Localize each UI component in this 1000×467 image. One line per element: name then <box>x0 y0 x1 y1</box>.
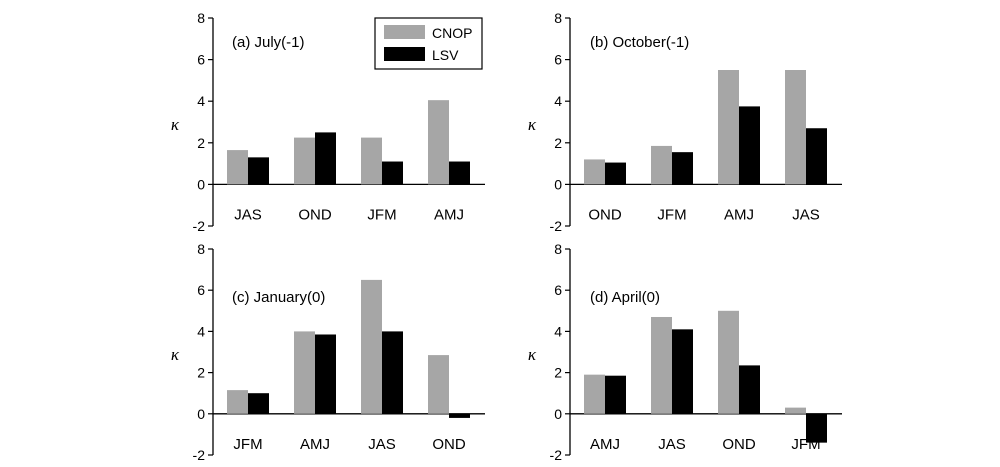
legend-swatch-cnop <box>384 25 425 39</box>
bar-lsv-jfm <box>806 413 827 443</box>
panel-b: -2 0 2 4 6 8 κ (b) October(-1) OND JFM AMJ JAS <box>528 10 842 234</box>
bar-lsv-jfm <box>672 152 693 185</box>
category-label: AMJ <box>300 436 330 453</box>
y-tick-label: 0 <box>554 176 562 192</box>
panel-title: (d) April(0) <box>590 289 660 306</box>
category-label: OND <box>588 206 622 223</box>
bar-lsv-jas <box>382 331 403 414</box>
bar-lsv-jas <box>672 329 693 414</box>
legend: CNOP LSV <box>374 17 483 70</box>
y-tick-label: 0 <box>197 406 205 422</box>
bar-lsv-jfm <box>248 393 269 414</box>
y-tick-label: -2 <box>550 218 563 234</box>
bar-lsv-amj <box>605 375 626 414</box>
bar-cnop-jfm <box>785 407 806 414</box>
y-tick-label: 8 <box>197 241 205 257</box>
y-tick-label: 4 <box>554 323 562 339</box>
bar-lsv-ond <box>739 365 760 414</box>
category-label: OND <box>432 436 466 453</box>
legend-swatch-lsv <box>384 47 425 61</box>
bar-cnop-jas <box>651 316 672 414</box>
y-tick-label: 6 <box>197 52 205 68</box>
bar-cnop-ond <box>428 355 449 414</box>
category-label: OND <box>722 436 756 453</box>
y-tick-label: 8 <box>197 10 205 26</box>
panel-d: -2 0 2 4 6 8 κ (d) April(0) AMJ JAS OND JFM <box>528 241 842 463</box>
category-label: JAS <box>234 206 262 223</box>
bar-lsv-jas <box>806 128 827 185</box>
bar-lsv-ond <box>449 413 470 418</box>
category-label: JAS <box>792 206 820 223</box>
y-tick-label: 8 <box>554 241 562 257</box>
bar-cnop-ond <box>718 310 739 414</box>
panel-title: (c) January(0) <box>232 289 325 306</box>
y-tick-label: 0 <box>554 406 562 422</box>
bar-lsv-amj <box>739 106 760 185</box>
bar-cnop-jas <box>785 70 806 185</box>
panel-c: -2 0 2 4 6 8 κ (c) January(0) JFM AMJ JAS OND <box>171 241 485 463</box>
bar-cnop-ond <box>584 159 605 185</box>
category-label: JFM <box>367 206 396 223</box>
y-axis-label: κ <box>171 115 180 134</box>
y-tick-label: 2 <box>197 365 205 381</box>
bar-lsv-jfm <box>382 161 403 185</box>
bar-cnop-amj <box>294 331 315 414</box>
bar-cnop-ond <box>294 137 315 185</box>
y-axis-label: κ <box>528 345 537 364</box>
y-tick-label: 2 <box>554 365 562 381</box>
category-label: AMJ <box>434 206 464 223</box>
y-tick-label: 6 <box>197 282 205 298</box>
category-label: JFM <box>791 436 820 453</box>
y-tick-label: -2 <box>550 447 563 463</box>
legend-label-lsv: LSV <box>432 47 459 63</box>
y-tick-label: -2 <box>193 218 206 234</box>
category-label: OND <box>298 206 332 223</box>
bar-lsv-amj <box>449 161 470 185</box>
y-tick-label: 2 <box>197 135 205 151</box>
bar-cnop-jas <box>361 279 382 414</box>
bar-cnop-jfm <box>651 145 672 185</box>
panel-title: (a) July(-1) <box>232 34 305 51</box>
category-label: JAS <box>368 436 396 453</box>
y-tick-label: -2 <box>193 447 206 463</box>
bar-cnop-amj <box>428 100 449 185</box>
category-label: AMJ <box>590 436 620 453</box>
bar-lsv-ond <box>605 162 626 185</box>
category-label: JAS <box>658 436 686 453</box>
y-tick-label: 2 <box>554 135 562 151</box>
bar-lsv-amj <box>315 334 336 414</box>
y-axis-label: κ <box>528 115 537 134</box>
panel-title: (b) October(-1) <box>590 34 689 51</box>
bar-cnop-jfm <box>227 390 248 414</box>
bar-cnop-amj <box>584 374 605 414</box>
category-label: JFM <box>657 206 686 223</box>
y-tick-label: 6 <box>554 282 562 298</box>
category-label: JFM <box>233 436 262 453</box>
bar-cnop-amj <box>718 70 739 185</box>
y-tick-label: 4 <box>197 93 205 109</box>
y-tick-label: 0 <box>197 176 205 192</box>
panel-a: -2 0 2 4 6 8 κ (a) July(-1) JAS OND JFM AMJ CNOP LSV <box>171 10 485 234</box>
category-label: AMJ <box>724 206 754 223</box>
y-tick-label: 4 <box>554 93 562 109</box>
y-tick-label: 6 <box>554 52 562 68</box>
legend-label-cnop: CNOP <box>432 25 472 41</box>
y-axis-label: κ <box>171 345 180 364</box>
y-tick-label: 4 <box>197 323 205 339</box>
y-tick-label: 8 <box>554 10 562 26</box>
bar-lsv-jas <box>248 157 269 185</box>
bar-cnop-jas <box>227 150 248 185</box>
bar-cnop-jfm <box>361 137 382 185</box>
bar-lsv-ond <box>315 132 336 185</box>
